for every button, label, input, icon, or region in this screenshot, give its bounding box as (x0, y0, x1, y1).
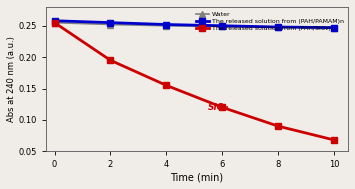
X-axis label: Time (min): Time (min) (170, 172, 224, 182)
Y-axis label: Abs at 240 nm (a.u.): Abs at 240 nm (a.u.) (7, 36, 16, 122)
Text: SiO₂: SiO₂ (208, 103, 230, 112)
Legend: Water, The released solution from (PAH/PAMAM)n, The released solution from (PAH/: Water, The released solution from (PAH/P… (195, 10, 345, 33)
